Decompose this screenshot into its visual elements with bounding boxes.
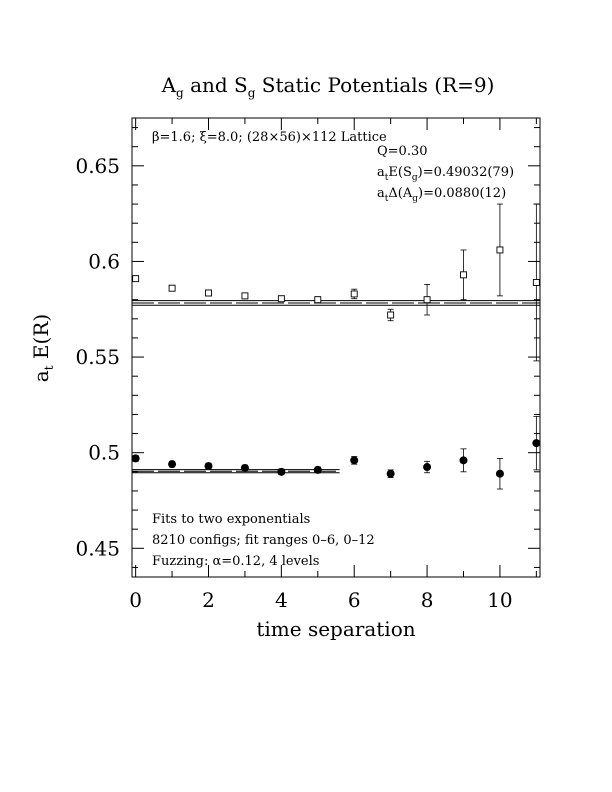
x-tick-label: 2 [202, 588, 215, 612]
data-point-square [277, 295, 285, 303]
data-point-circle [240, 463, 249, 472]
data-point-circle [204, 462, 213, 471]
data-point-square [496, 246, 504, 254]
x-tick-label: 4 [275, 588, 288, 612]
y-axis-label: at E(R) [29, 314, 56, 382]
data-point-square [350, 290, 358, 298]
annotation-text: Fuzzing: α=0.12, 4 levels [152, 554, 319, 569]
data-point-circle [168, 460, 177, 469]
y-tick-label: 0.45 [75, 536, 120, 560]
data-point-circle [495, 469, 504, 478]
data-point-circle [459, 456, 468, 465]
annotation-text: Fits to two exponentials [152, 512, 310, 527]
x-tick-label: 10 [487, 588, 512, 612]
data-point-circle [532, 439, 541, 448]
data-point-circle [423, 463, 432, 472]
x-tick-labels: 0 2 4 6 8 10 [129, 588, 512, 612]
data-point-circle [313, 465, 322, 474]
data-point-square [460, 271, 467, 279]
y-tick-label: 0.6 [88, 249, 120, 273]
plot-frame [131, 117, 541, 578]
annotation-text: atΔ(Ag)=0.0880(12) [377, 186, 506, 204]
chart-title: Ag and Sg Static Potentials (R=9) [161, 73, 495, 100]
data-point-square [241, 292, 249, 300]
data-points [131, 203, 541, 490]
annotation-text: Q=0.30 [377, 144, 428, 159]
y-tick-label: 0.55 [75, 345, 120, 369]
annotation-text: 8210 configs; fit ranges 0–6, 0–12 [152, 533, 375, 548]
data-point-square [205, 289, 212, 297]
y-tick-labels: 0.45 0.5 0.55 0.6 0.65 [75, 154, 120, 561]
x-tick-label: 8 [421, 588, 434, 612]
data-point-square [168, 284, 176, 292]
data-point-circle [350, 456, 359, 465]
axis-ticks [132, 118, 540, 577]
x-tick-label: 6 [348, 588, 361, 612]
annotation-text: atE(Sg)=0.49032(79) [377, 165, 514, 183]
y-tick-label: 0.5 [88, 441, 120, 465]
y-tick-label: 0.65 [75, 154, 120, 178]
data-point-square [132, 275, 140, 283]
fit-lines [132, 300, 540, 474]
annotation-text: β=1.6; ξ=8.0; (28×56)×112 Lattice [152, 130, 387, 145]
data-point-square [387, 311, 395, 319]
data-point-circle [386, 469, 395, 478]
data-point-square [314, 296, 322, 304]
x-tick-label: 0 [129, 588, 142, 612]
data-point-circle [277, 467, 286, 476]
data-point-square [423, 296, 431, 304]
data-point-circle [131, 454, 140, 463]
x-axis-label: time separation [256, 617, 415, 641]
data-point-square [532, 279, 540, 286]
